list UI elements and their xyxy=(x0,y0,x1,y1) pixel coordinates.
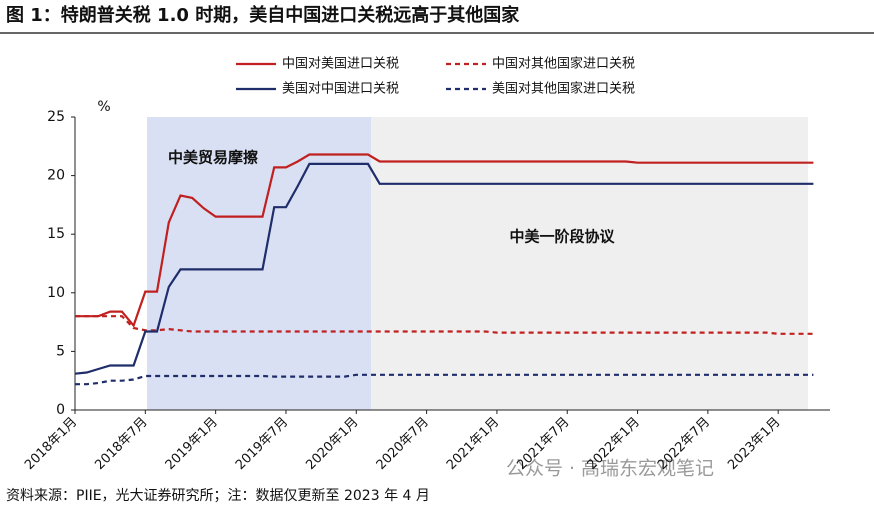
y-tick-label: 25 xyxy=(47,109,65,125)
x-tick-label: 2018年1月 xyxy=(22,415,80,473)
annotation: 中美一阶段协议 xyxy=(509,228,615,246)
x-tick-label: 2019年7月 xyxy=(233,415,291,473)
agreement-span xyxy=(371,117,808,410)
legend-label: 中国对其他国家进口关税 xyxy=(492,56,635,72)
series-line xyxy=(74,162,814,375)
annotation: 中美贸易摩擦 xyxy=(168,149,258,167)
x-tick-label: 2023年1月 xyxy=(725,415,783,473)
y-tick-label: 10 xyxy=(47,285,65,301)
chart-title: 图 1：特朗普关税 1.0 时期，美自中国进口关税远高于其他国家 xyxy=(6,4,520,26)
legend-label: 中国对美国进口关税 xyxy=(282,57,399,72)
friction-span xyxy=(147,117,371,410)
legend-label: 美国对其他国家进口关税 xyxy=(492,81,635,97)
watermark: 公众号 · 高瑞东宏观笔记 xyxy=(506,458,714,480)
y-tick-label: 5 xyxy=(56,343,65,359)
y-tick-label: 0 xyxy=(56,402,65,418)
series-line xyxy=(75,153,814,328)
series-line xyxy=(75,373,814,386)
x-tick-label: 2018年7月 xyxy=(92,415,150,473)
y-unit: % xyxy=(97,99,110,115)
x-tick-label: 2020年7月 xyxy=(374,415,432,473)
series-line xyxy=(75,315,814,335)
x-tick-label: 2019年1月 xyxy=(163,415,221,473)
x-tick-label: 2021年1月 xyxy=(444,415,502,473)
legend-label: 美国对中国进口关税 xyxy=(282,82,399,97)
y-tick-label: 20 xyxy=(47,168,65,184)
source-note: 资料来源：PIIE，光大证券研究所；注：数据仅更新至 2023 年 4 月 xyxy=(6,488,430,504)
x-tick-label: 2020年1月 xyxy=(303,415,361,473)
y-tick-label: 15 xyxy=(47,226,65,242)
